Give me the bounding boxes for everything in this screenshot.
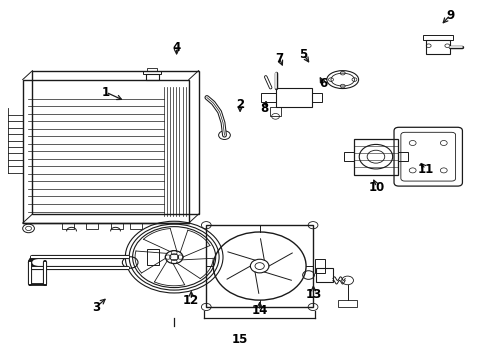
Bar xyxy=(147,249,159,265)
Bar xyxy=(261,93,275,102)
Bar xyxy=(275,87,312,107)
Text: 12: 12 xyxy=(183,294,199,307)
Text: 6: 6 xyxy=(319,77,327,90)
Bar xyxy=(130,223,143,229)
Bar xyxy=(316,259,325,273)
Text: 5: 5 xyxy=(299,48,308,61)
Bar xyxy=(316,268,333,282)
Bar xyxy=(423,35,453,40)
Text: 13: 13 xyxy=(305,288,321,301)
Bar xyxy=(270,107,281,116)
Bar xyxy=(312,93,322,102)
Text: 9: 9 xyxy=(446,9,454,22)
Bar xyxy=(426,40,450,54)
Bar xyxy=(147,74,159,80)
Bar xyxy=(398,152,408,161)
Text: 15: 15 xyxy=(232,333,248,346)
Text: 14: 14 xyxy=(251,305,268,318)
Bar xyxy=(86,223,98,229)
Bar xyxy=(144,71,161,74)
Text: 8: 8 xyxy=(260,102,269,115)
Bar xyxy=(206,225,313,307)
Bar xyxy=(354,139,398,175)
Bar xyxy=(111,223,123,229)
Text: 3: 3 xyxy=(92,301,100,314)
Text: 10: 10 xyxy=(369,181,385,194)
Text: 11: 11 xyxy=(417,163,434,176)
Text: 4: 4 xyxy=(172,41,181,54)
Bar xyxy=(62,223,74,229)
Text: 7: 7 xyxy=(275,51,283,64)
Bar xyxy=(23,80,189,223)
Text: 2: 2 xyxy=(236,98,244,111)
Bar xyxy=(147,68,157,71)
Bar xyxy=(32,71,198,214)
Text: 1: 1 xyxy=(102,86,110,99)
Bar xyxy=(338,300,357,307)
Bar xyxy=(344,152,354,161)
